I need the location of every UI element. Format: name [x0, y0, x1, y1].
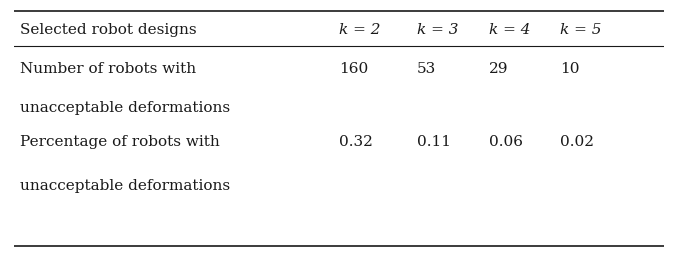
Text: unacceptable deformations: unacceptable deformations — [20, 179, 231, 193]
Text: Number of robots with: Number of robots with — [20, 61, 196, 75]
Text: k = 2: k = 2 — [339, 23, 380, 36]
Text: k = 4: k = 4 — [489, 23, 530, 36]
Text: 10: 10 — [560, 61, 580, 75]
Text: k = 3: k = 3 — [417, 23, 458, 36]
Text: 160: 160 — [339, 61, 368, 75]
Text: 0.06: 0.06 — [489, 135, 523, 149]
Text: k = 5: k = 5 — [560, 23, 602, 36]
Text: 0.11: 0.11 — [417, 135, 451, 149]
Text: 29: 29 — [489, 61, 508, 75]
Text: Percentage of robots with: Percentage of robots with — [20, 135, 220, 149]
Text: 0.02: 0.02 — [560, 135, 595, 149]
Text: 0.32: 0.32 — [339, 135, 373, 149]
Text: Selected robot designs: Selected robot designs — [20, 23, 197, 36]
Text: unacceptable deformations: unacceptable deformations — [20, 101, 231, 115]
Text: 53: 53 — [417, 61, 437, 75]
